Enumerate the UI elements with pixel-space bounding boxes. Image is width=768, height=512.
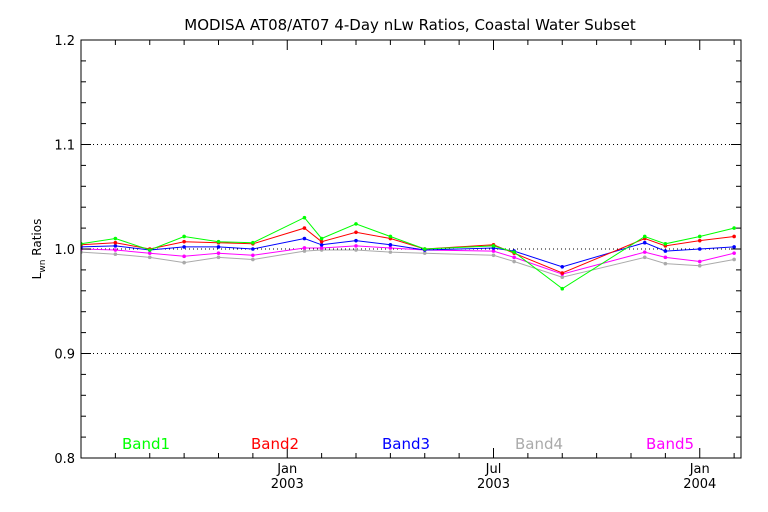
data-point-band2	[182, 239, 186, 244]
data-point-band3	[251, 247, 255, 251]
data-point-band4	[147, 255, 152, 260]
data-point-band1	[422, 247, 427, 251]
legend-band3: Band3	[382, 435, 430, 453]
data-point-band4	[697, 263, 702, 268]
series-line-band2	[81, 227, 735, 274]
data-point-band4	[388, 250, 393, 254]
data-point-band4	[422, 251, 427, 255]
data-point-band3	[216, 245, 221, 249]
data-point-band1	[251, 240, 255, 245]
data-point-band1	[697, 234, 702, 239]
data-point-band4	[663, 261, 668, 266]
data-point-band4	[251, 257, 255, 262]
data-point-band5	[491, 249, 496, 253]
data-point-band4	[216, 255, 221, 260]
y-axis-label-main: L	[30, 272, 44, 279]
data-point-band2	[354, 230, 358, 235]
x-tick-label-month-2: Jan	[689, 462, 710, 477]
data-point-band1	[732, 226, 736, 230]
data-point-band3	[388, 243, 393, 247]
data-point-band4	[732, 257, 736, 262]
data-point-band3	[354, 238, 358, 243]
data-point-band5	[182, 254, 186, 259]
data-point-band1	[560, 286, 565, 291]
data-point-band3	[182, 245, 186, 249]
legend-band4: Band4	[515, 435, 563, 453]
data-point-band5	[251, 253, 255, 258]
legend: Band1 Band2 Band3 Band4 Band5	[122, 435, 694, 453]
chart-title: MODISA AT08/AT07 4-Day nLw Ratios, Coast…	[184, 16, 636, 34]
data-point-band1	[302, 215, 307, 220]
data-point-band5	[147, 251, 152, 255]
y-axis-label-rest: Ratios	[30, 219, 44, 260]
legend-band1: Band1	[122, 435, 170, 453]
x-tick-label-year-2: 2004	[683, 477, 716, 492]
data-point-band5	[732, 251, 736, 255]
series-line-band3	[81, 237, 735, 268]
data-point-band2	[697, 238, 702, 243]
data-point-band4	[182, 260, 186, 265]
y-axis-label: Lwn Ratios	[30, 219, 48, 280]
data-point-band1	[319, 236, 324, 241]
data-point-band5	[302, 246, 307, 250]
data-point-band3	[642, 240, 647, 245]
data-point-band1	[642, 234, 647, 239]
y-tick-label-3: 1.1	[54, 139, 75, 154]
data-point-band4	[491, 253, 496, 258]
series-layer	[81, 215, 736, 291]
data-point-band4	[302, 249, 307, 253]
y-tick-label-4: 1.2	[54, 34, 75, 49]
data-point-band1	[113, 236, 118, 241]
data-point-band4	[560, 275, 565, 280]
data-point-band5	[663, 255, 668, 260]
data-point-band5	[642, 250, 647, 254]
data-point-band5	[697, 259, 702, 264]
data-point-band4	[642, 255, 647, 260]
data-point-band5	[512, 255, 516, 260]
y-tick-label-1: 0.9	[54, 348, 75, 363]
data-point-band3	[302, 236, 307, 241]
data-point-band3	[663, 249, 668, 253]
data-point-band3	[732, 245, 736, 249]
data-point-band2	[560, 271, 565, 275]
data-point-band1	[491, 244, 496, 248]
data-point-band2	[319, 239, 324, 244]
data-point-band5	[354, 244, 358, 248]
data-point-band4	[113, 252, 118, 257]
data-point-band2	[113, 240, 118, 245]
y-axis-label-subscript: wn	[38, 260, 48, 273]
data-point-band1	[216, 239, 221, 244]
y-tick-label-0: 0.8	[54, 452, 75, 467]
x-tick-label-year-0: 2003	[271, 477, 304, 492]
legend-band5: Band5	[646, 435, 694, 453]
data-point-band1	[512, 250, 516, 254]
x-tick-label-year-1: 2003	[477, 477, 510, 492]
data-point-band1	[663, 241, 668, 246]
x-tick-label-month-0: Jan	[276, 462, 297, 477]
data-point-band5	[388, 246, 393, 250]
data-point-band4	[354, 248, 358, 252]
data-point-band4	[512, 259, 516, 264]
data-point-band2	[302, 226, 307, 230]
data-point-band2	[732, 234, 736, 239]
data-point-band3	[319, 243, 324, 247]
series-line-band5	[81, 245, 735, 275]
data-point-band3	[697, 247, 702, 251]
data-point-band5	[216, 251, 221, 255]
data-point-band1	[147, 248, 152, 252]
data-point-band5	[113, 248, 118, 252]
data-point-band1	[354, 222, 358, 226]
legend-band2: Band2	[251, 435, 299, 453]
series-line-band1	[81, 216, 735, 290]
data-point-band3	[560, 264, 565, 269]
data-point-band5	[319, 246, 324, 250]
y-tick-label-2: 1.0	[54, 243, 75, 258]
data-point-band3	[113, 244, 118, 248]
series-line-band4	[81, 249, 735, 278]
data-point-band1	[182, 234, 186, 239]
data-point-band1	[388, 234, 393, 239]
x-tick-label-month-1: Jul	[485, 462, 502, 477]
